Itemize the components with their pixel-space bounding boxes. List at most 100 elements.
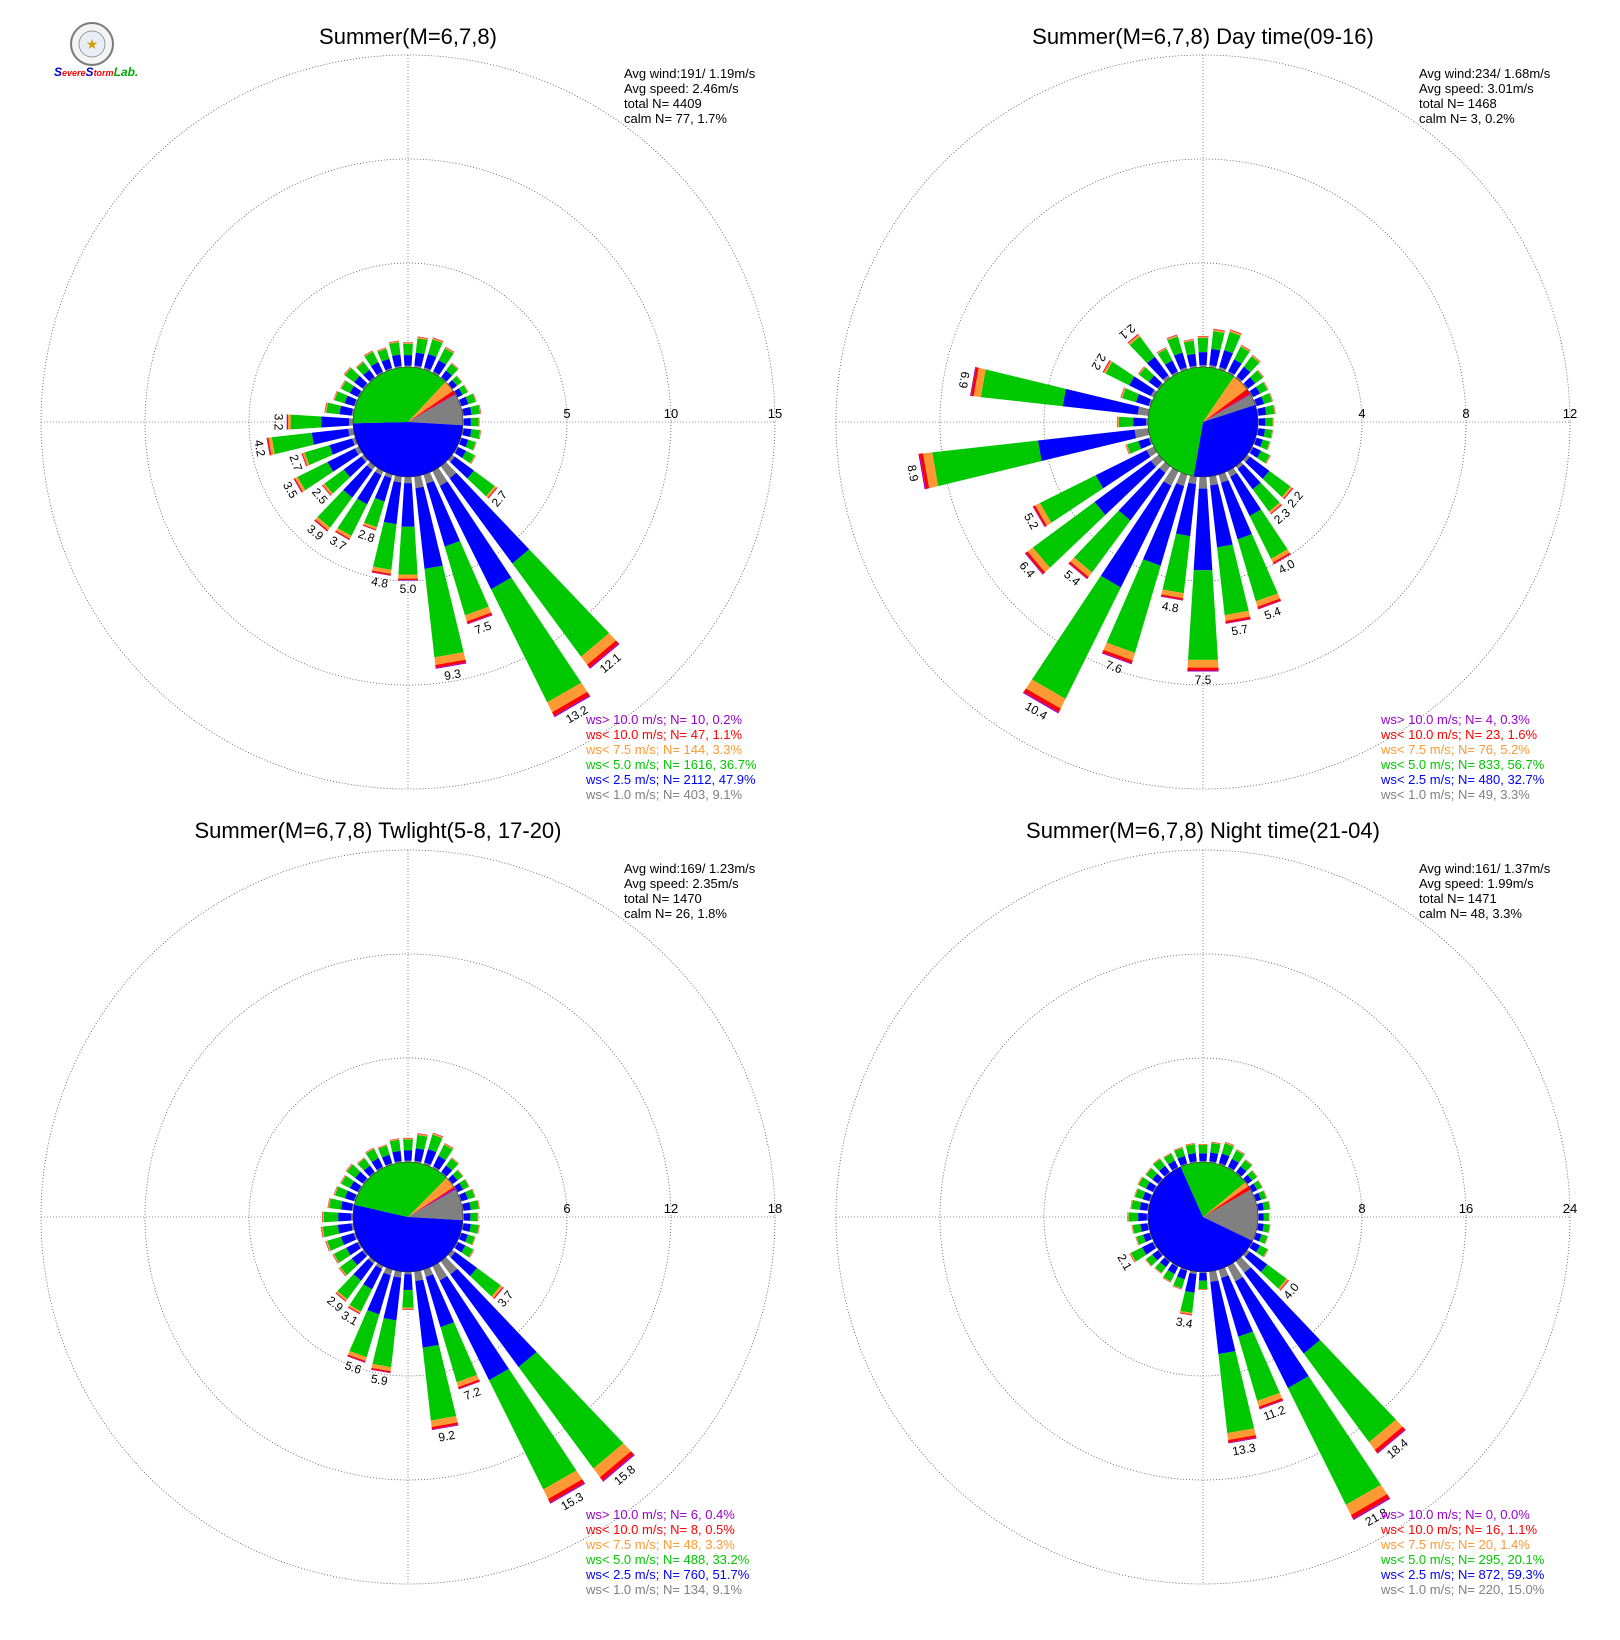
bar-segment (377, 348, 390, 362)
bar-segment (329, 438, 355, 455)
bar-segment (1145, 1259, 1152, 1267)
bar-segment (1198, 1145, 1208, 1154)
bar-segment (1252, 1170, 1258, 1177)
panel-title: Summer(M=6,7,8) Twlight(5-8, 17-20) (194, 818, 561, 843)
bar-segment (1245, 1159, 1253, 1166)
bar-segment (415, 486, 443, 569)
bar-segment (389, 1139, 401, 1153)
bar-segment (1198, 1144, 1208, 1146)
bar-segment (1159, 1165, 1170, 1177)
bar-segment (324, 402, 328, 413)
stat-line: Avg speed: 3.01m/s (1419, 81, 1534, 96)
bar-segment (1269, 392, 1273, 402)
direction-label: 6.9 (956, 370, 973, 389)
bar-segment (1122, 388, 1139, 403)
bar-segment (1198, 1153, 1208, 1162)
bar-segment (353, 1259, 374, 1281)
bar-segment (1258, 418, 1266, 426)
bar-segment (459, 437, 469, 448)
bar-segment (1234, 346, 1250, 364)
bar-segment (1250, 370, 1264, 384)
bar-segment (1230, 329, 1242, 334)
bar-segment (1257, 600, 1282, 610)
bar-segment (322, 1224, 340, 1238)
bar-segment (1129, 376, 1155, 397)
direction-bar (314, 461, 376, 532)
bar-segment (549, 1482, 586, 1504)
direction-bar (286, 414, 354, 430)
bar-segment (389, 342, 401, 356)
direction-label: 7.6 (1104, 658, 1125, 677)
bar-segment (1164, 360, 1178, 375)
direction-bar (1227, 344, 1251, 377)
direction-bar (1218, 329, 1242, 372)
pie-outline (352, 366, 464, 478)
bar-segment (432, 467, 448, 487)
direction-bar (1235, 1159, 1253, 1178)
direction-bar (1145, 1167, 1164, 1185)
bar-segment (1267, 441, 1271, 451)
bar-segment (311, 428, 350, 445)
bar-segment (1135, 393, 1151, 406)
bar-segment (335, 528, 352, 539)
bar-segment (1263, 381, 1269, 390)
direction-bar (461, 1223, 480, 1235)
bar-segment (1241, 344, 1251, 351)
direction-bar (1209, 1141, 1221, 1164)
direction-bar (414, 475, 467, 669)
bar-segment (1225, 1141, 1235, 1146)
bar-segment (1183, 339, 1194, 342)
bar-segment (470, 1267, 501, 1297)
bar-segment (1179, 1310, 1193, 1315)
direction-bar (1248, 1180, 1263, 1193)
bar-segment (547, 682, 588, 713)
bar-segment (1198, 1272, 1208, 1281)
legend-entry: ws< 5.0 m/s; N= 295, 20.1% (1380, 1552, 1545, 1567)
direction-bar (1129, 1241, 1158, 1263)
bar-segment (417, 336, 429, 341)
wind-rose-panel-1: Summer(M=6,7,8)5 10 152.712.113.27.59.35.0… (40, 24, 782, 802)
bar-segment (1094, 460, 1156, 516)
bar-segment (343, 456, 366, 478)
direction-bar (365, 1147, 384, 1172)
bar-segment (451, 362, 459, 369)
direction-bar (1227, 1262, 1391, 1521)
bar-segment (357, 1185, 363, 1193)
bar-segment (1177, 1155, 1188, 1166)
bar-segment (430, 1416, 458, 1427)
legend-entry: ws< 1.0 m/s; N= 134, 9.1% (585, 1582, 743, 1597)
direction-bar (266, 428, 355, 456)
bar-segment (1270, 549, 1290, 563)
range-ring (835, 54, 1571, 790)
pie-slice (408, 1189, 463, 1221)
bar-segment (1120, 387, 1125, 398)
bar-segment (1033, 505, 1047, 527)
direction-bar (440, 1157, 460, 1178)
bar-segment (459, 1179, 469, 1190)
bar-segment (394, 1160, 402, 1164)
bar-segment (417, 336, 429, 339)
bar-segment (1261, 393, 1273, 405)
bar-segment (435, 662, 467, 669)
bar-segment (478, 1199, 480, 1209)
bar-segment (403, 342, 413, 344)
direction-label: 3.2 (271, 414, 285, 431)
direction-bar (432, 1262, 586, 1504)
direction-bar (1137, 1176, 1158, 1193)
bar-segment (333, 390, 337, 401)
direction-bar (1116, 416, 1149, 428)
bar-segment (1247, 1170, 1258, 1181)
direction-bar (1120, 387, 1153, 407)
bar-segment (1240, 345, 1251, 352)
bar-segment (1268, 1224, 1271, 1233)
bar-segment (1269, 392, 1274, 402)
direction-label: 2.7 (286, 453, 305, 474)
bar-segment (478, 430, 481, 440)
direction-bar (414, 336, 429, 369)
ring-label: 12 (1563, 406, 1577, 421)
bar-segment (1106, 559, 1161, 653)
bar-segment (425, 1274, 455, 1328)
bar-segment (393, 475, 402, 483)
bar-segment (376, 371, 384, 377)
bar-segment (1255, 593, 1281, 607)
